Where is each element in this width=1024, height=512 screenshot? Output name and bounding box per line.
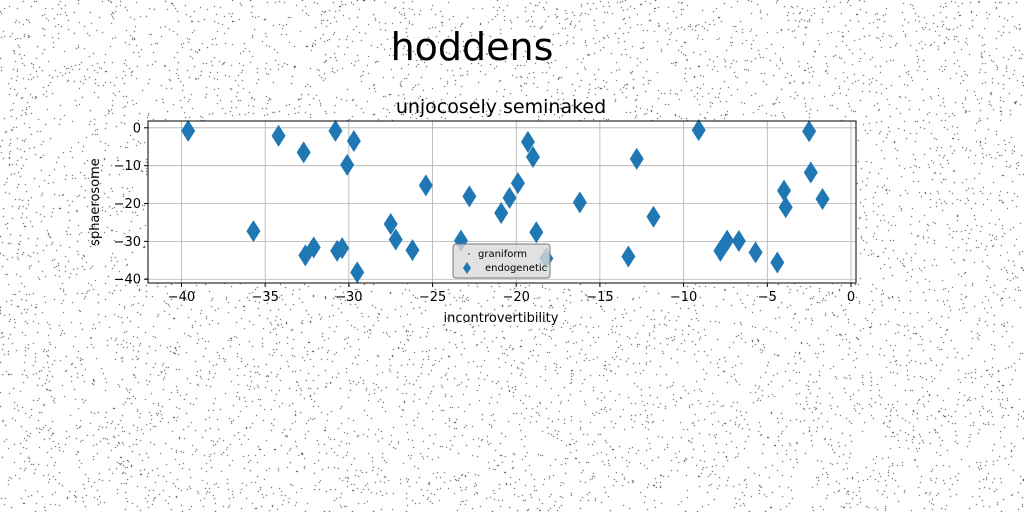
x-tick-label: −40 <box>168 290 195 305</box>
data-point-endogenetic <box>777 179 792 202</box>
legend-marker-endogenetic <box>463 262 471 274</box>
y-tick-label: −10 <box>114 159 141 174</box>
data-point-endogenetic <box>691 119 706 142</box>
x-tick-label: −30 <box>335 290 362 305</box>
data-point-endogenetic <box>388 228 403 251</box>
x-tick-label: 0 <box>847 290 855 305</box>
data-point-endogenetic <box>405 239 420 262</box>
x-axis-label: incontrovertibility <box>444 311 559 326</box>
data-point-endogenetic <box>340 153 355 176</box>
data-point-endogenetic <box>296 141 311 164</box>
data-point-endogenetic <box>510 172 525 195</box>
x-tick-label: −25 <box>419 290 446 305</box>
data-point-endogenetic <box>350 261 365 284</box>
y-tick-label: 0 <box>133 121 141 136</box>
data-point-endogenetic <box>383 212 398 235</box>
x-tick-label: −10 <box>670 290 697 305</box>
plot-frame <box>147 120 857 284</box>
y-axis-ticks: 0 −10 −20 −30 −40 <box>114 121 148 288</box>
legend: graniform endogenetic <box>452 243 551 279</box>
legend-marker-graniform <box>468 253 470 255</box>
data-point-endogenetic <box>181 119 196 142</box>
data-point-endogenetic <box>418 174 433 197</box>
data-point-endogenetic <box>335 237 350 260</box>
figure-suptitle: hoddens <box>391 25 554 69</box>
data-point-endogenetic <box>520 130 535 153</box>
y-tick-label: −40 <box>114 273 141 288</box>
data-point-endogenetic <box>748 241 763 264</box>
x-tick-label: −35 <box>251 290 278 305</box>
data-point-endogenetic <box>815 187 830 210</box>
x-tick-label: −20 <box>503 290 530 305</box>
data-point-endogenetic <box>494 201 509 224</box>
data-point-endogenetic <box>572 191 587 214</box>
legend-label-graniform: graniform <box>478 249 527 260</box>
data-point-endogenetic <box>621 245 636 268</box>
data-point-endogenetic <box>502 186 517 209</box>
data-point-endogenetic <box>720 229 735 252</box>
data-point-endogenetic <box>346 130 361 153</box>
x-tick-label: −5 <box>758 290 777 305</box>
data-point-endogenetic <box>246 220 261 243</box>
data-point-endogenetic <box>802 120 817 143</box>
legend-box <box>452 243 551 279</box>
data-point-endogenetic <box>731 229 746 252</box>
x-tick-label: −15 <box>586 290 613 305</box>
data-point-endogenetic <box>803 161 818 184</box>
x-axis-ticks: −40 −35 −30 −25 −20 −15 −10 −5 0 <box>168 283 855 305</box>
axes-title: unjocosely seminaked <box>396 96 606 118</box>
data-point-endogenetic <box>778 196 793 219</box>
y-axis-label: sphaerosome <box>88 158 103 246</box>
data-point-endogenetic <box>629 147 644 170</box>
y-tick-label: −30 <box>114 235 141 250</box>
data-point-endogenetic <box>525 145 540 168</box>
data-point-endogenetic <box>306 236 321 259</box>
data-point-endogenetic <box>328 119 343 142</box>
data-point-endogenetic <box>529 221 544 244</box>
legend-label-endogenetic: endogenetic <box>485 263 547 274</box>
data-point-endogenetic <box>271 124 286 147</box>
y-tick-label: −20 <box>114 197 141 212</box>
data-point-endogenetic <box>770 251 785 274</box>
data-point-endogenetic <box>646 205 661 228</box>
data-point-endogenetic <box>462 185 477 208</box>
